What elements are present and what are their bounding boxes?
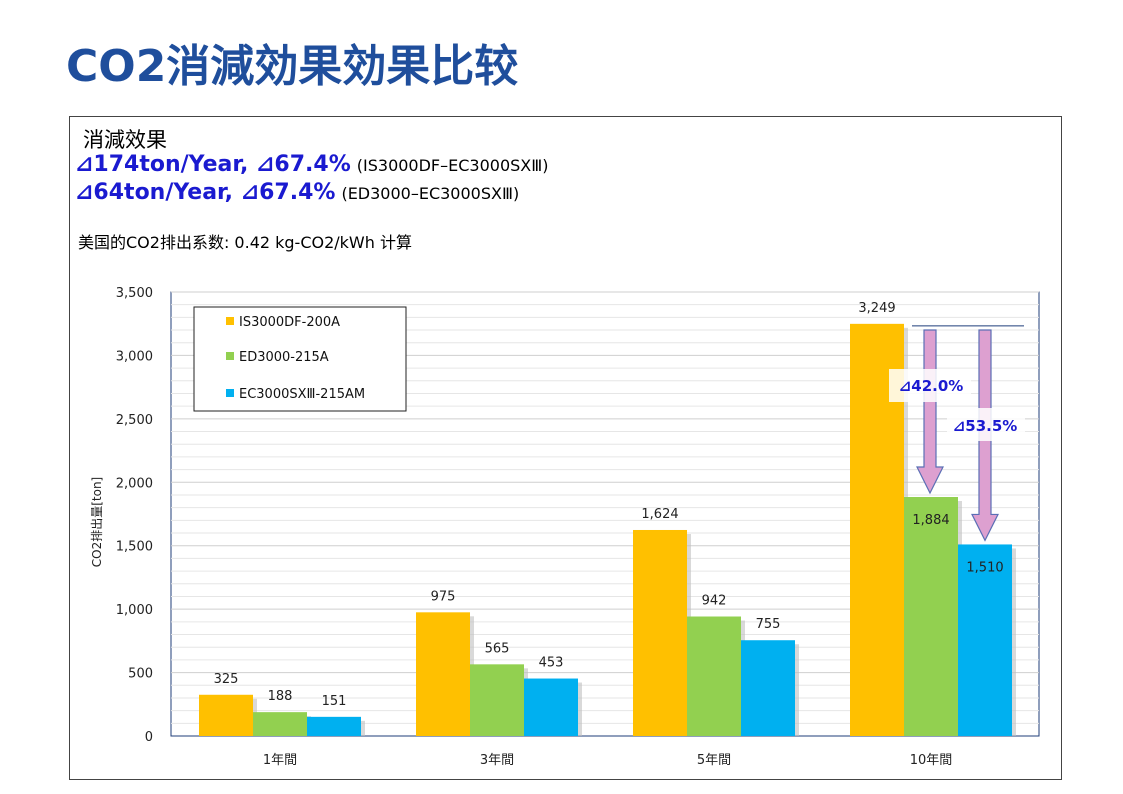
x-tick-label: 5年間 (697, 753, 731, 768)
summary-line-1-main: ⊿174ton/Year, ⊿67.4% (75, 152, 351, 177)
pct-box-ed (889, 369, 971, 402)
data-label: 188 (268, 689, 293, 704)
bar-1-3 (633, 529, 687, 736)
data-label: 975 (431, 589, 456, 604)
data-label: 325 (214, 672, 239, 687)
y-tick-label: 1,000 (116, 603, 153, 618)
x-tick-label: 3年間 (480, 753, 514, 768)
y-tick-label: 500 (128, 667, 153, 682)
data-label: 453 (539, 656, 564, 671)
summary-line-2: ⊿64ton/Year, ⊿67.4% (ED3000–EC3000SXⅢ) (75, 180, 519, 205)
chart-frame (69, 116, 1062, 780)
summary-line-2-note: (ED3000–EC3000SXⅢ) (341, 184, 520, 203)
legend-swatch-1 (226, 317, 234, 325)
emission-factor-note: 美国的CO2排出系数: 0.42 kg-CO2/kWh 计算 (78, 233, 412, 252)
y-tick-label: 1,500 (116, 540, 153, 555)
bar-2-4 (904, 497, 958, 736)
summary-heading: 消減效果 (83, 128, 167, 152)
summary-line-1: ⊿174ton/Year, ⊿67.4% (IS3000DF–EC3000SXⅢ) (75, 152, 549, 177)
bar-3-4 (958, 544, 1012, 736)
data-label: 565 (485, 641, 510, 656)
x-tick-label: 10年間 (910, 753, 953, 768)
legend-label-1: IS3000DF-200A (239, 315, 340, 330)
y-tick-label: 2,000 (116, 476, 153, 491)
reduction-arrow-ed (916, 329, 944, 495)
legend-label-2: ED3000-215A (239, 350, 329, 365)
bar-1-2 (416, 612, 470, 736)
data-label: 942 (702, 594, 727, 609)
y-tick-label: 0 (145, 730, 153, 745)
data-label: 755 (756, 617, 781, 632)
y-tick-label: 3,500 (116, 286, 153, 301)
data-label: 151 (322, 694, 347, 709)
x-tick-label: 1年間 (263, 753, 297, 768)
bar-3-3 (741, 640, 795, 736)
legend-swatch-2 (226, 352, 234, 360)
page-title: CO2消減効果効果比较 (66, 41, 519, 92)
summary-line-2-main: ⊿64ton/Year, ⊿67.4% (75, 180, 336, 205)
reduction-pct-ed: ⊿42.0% (899, 377, 964, 395)
bar-2-2 (470, 664, 524, 736)
pct-box-ec (947, 408, 1025, 441)
data-label: 3,249 (858, 301, 895, 316)
bar-3-1 (307, 716, 361, 736)
y-tick-label: 2,500 (116, 413, 153, 428)
data-label: 1,510 (966, 560, 1003, 575)
legend-swatch-3 (226, 389, 234, 397)
reduction-pct-ec: ⊿53.5% (953, 417, 1018, 435)
summary-line-1-note: (IS3000DF–EC3000SXⅢ) (356, 156, 549, 175)
data-label: 1,884 (912, 513, 949, 528)
bar-3-2 (524, 678, 578, 736)
data-label: 1,624 (641, 507, 678, 522)
bar-2-1 (253, 712, 307, 736)
bar-1-1 (199, 694, 253, 736)
bar-2-3 (687, 616, 741, 736)
y-tick-label: 3,000 (116, 349, 153, 364)
y-axis-label: CO2排出量[ton] (90, 477, 104, 567)
legend-label-3: EC3000SXⅢ-215AM (239, 387, 365, 402)
